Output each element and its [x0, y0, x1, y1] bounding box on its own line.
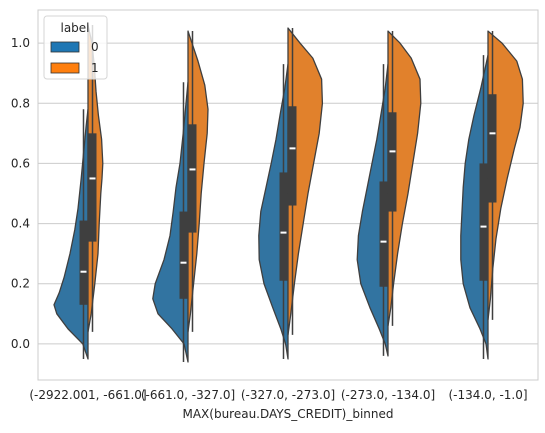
x-tick-label: (-273.0, -134.0] [341, 388, 435, 402]
x-tick-labels: (-2922.001, -661.0](-661.0, -327.0] (-327… [29, 388, 527, 402]
legend: label 0 1 [43, 15, 108, 80]
iqr-box-0-1 [179, 211, 188, 299]
violin-1-3 [387, 30, 422, 327]
iqr-box-0-2 [279, 172, 288, 281]
iqr-box-1-1 [188, 124, 197, 233]
violin-groups [53, 24, 524, 363]
x-tick-label: (-2922.001, -661.0] [29, 388, 146, 402]
iqr-box-1-4 [488, 94, 497, 203]
y-tick-label: 0.0 [11, 337, 30, 351]
iqr-box-1-3 [388, 112, 397, 212]
violin-0-4 [460, 54, 489, 360]
x-tick-label: (-661.0, -327.0] [141, 388, 235, 402]
legend-swatch-1 [50, 62, 80, 74]
iqr-box-0-3 [379, 181, 388, 287]
violin-0-1 [152, 81, 189, 363]
iqr-box-0-0 [79, 220, 88, 305]
legend-label-0: 0 [91, 40, 99, 54]
legend-title: label [60, 21, 89, 35]
legend-label-1: 1 [91, 61, 99, 75]
iqr-box-1-2 [288, 106, 297, 206]
x-tick-label: (-327.0, -273.0] [241, 388, 335, 402]
legend-swatch-0 [50, 41, 80, 53]
y-tick-labels: 0.0 0.2 0.4 0.6 0.8 1.0 [11, 36, 30, 351]
violin-1-2 [287, 27, 324, 336]
iqr-box-0-4 [479, 163, 488, 281]
y-tick-label: 0.8 [11, 96, 30, 110]
y-tick-label: 1.0 [11, 36, 30, 50]
y-tick-label: 0.2 [11, 277, 30, 291]
x-tick-label: (-134.0, -1.0] [448, 388, 527, 402]
y-tick-label: 0.6 [11, 156, 30, 170]
iqr-box-1-0 [88, 133, 97, 242]
violin-1-4 [487, 30, 524, 321]
x-axis-label: MAX(bureau.DAYS_CREDIT)_binned [182, 407, 393, 421]
y-tick-label: 0.4 [11, 217, 30, 231]
